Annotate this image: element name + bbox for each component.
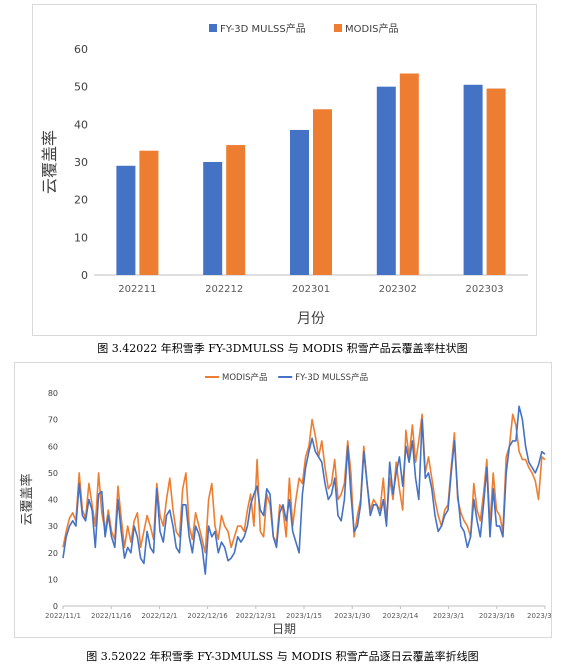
bar [313,109,332,276]
series-line [62,413,546,554]
bar [376,86,396,276]
bar-chart-panel: 0 10 20 30 40 50 60 202211 202212 202301 202302 202… [32,4,537,336]
legend-swatch [209,24,217,32]
x-tick-label: 2023/1/30 [334,612,370,620]
y-tick-label: 50 [74,81,88,94]
x-axis-label: 月份 [297,311,325,327]
bar [463,84,483,276]
bar [116,165,136,275]
figure-caption-2: 图 3.52022 年积雪季 FY-3DMULSS 与 MODIS 积雪产品逐日… [86,650,479,663]
line-chart-panel: 0 10 20 30 40 50 60 70 80 2022/11/1 2022/11/16 2022… [14,362,563,638]
y-tick-label: 10 [48,575,58,584]
x-tick-label: 2022/12/31 [236,612,276,620]
x-tick-label: 2022/11/16 [91,612,132,620]
bar [203,162,223,275]
bar [226,145,246,275]
y-tick-label: 0 [81,269,88,282]
legend-label: FY-3D MULSS产品 [295,372,368,383]
y-tick-label: 40 [48,496,58,505]
legend-label: FY-3D MULSS产品 [220,22,306,35]
x-tick-label: 202212 [205,284,243,295]
x-tick-label: 202302 [379,284,417,295]
y-tick-label: 30 [48,522,58,531]
x-tick-label: 202303 [466,284,504,295]
x-axis-label: 日期 [272,622,296,636]
bar [486,88,506,275]
figure-caption-1: 图 3.42022 年积雪季 FY-3DMULSS 与 MODIS 积雪产品云覆… [97,342,468,355]
bar [290,129,309,275]
x-tick-label: 2023/3/16 [479,612,515,620]
bar [399,73,419,275]
x-tick-label: 2023/3/31 [527,612,551,620]
y-tick-label: 10 [74,231,88,244]
legend-label: MODIS产品 [222,372,267,383]
x-tick-label: 2023/2/14 [382,612,418,620]
x-tick-label: 2023/3/1 [433,612,464,620]
y-tick-label: 80 [48,389,58,398]
y-tick-label: 60 [48,442,58,451]
x-tick-label: 2023/1/15 [286,612,322,620]
y-tick-label: 20 [74,194,88,207]
bar [139,150,159,275]
x-tick-label: 2022/12/1 [141,612,177,620]
line-chart: 0 10 20 30 40 50 60 70 80 2022/11/1 2022/11/16 2022… [19,372,563,636]
series-line [62,405,546,575]
y-tick-label: 60 [74,43,88,56]
y-tick-label: 0 [53,602,58,611]
y-tick-label: 20 [48,549,58,558]
y-tick-label: 40 [74,118,88,131]
x-tick-label: 202301 [292,284,330,295]
y-tick-label: 50 [48,469,58,478]
y-tick-label: 30 [74,156,88,169]
legend-label: MODIS产品 [345,22,399,35]
x-tick-label: 2022/12/16 [187,612,228,620]
x-tick-label: 2022/11/1 [45,612,81,620]
x-tick-label: 202211 [118,284,156,295]
legend-swatch [334,24,342,32]
y-axis-label: 云覆盖率 [19,473,35,525]
y-axis-label: 云覆盖率 [40,130,59,194]
y-tick-label: 70 [48,416,58,425]
bar-chart: 0 10 20 30 40 50 60 202211 202212 202301 202302 202… [40,22,528,327]
